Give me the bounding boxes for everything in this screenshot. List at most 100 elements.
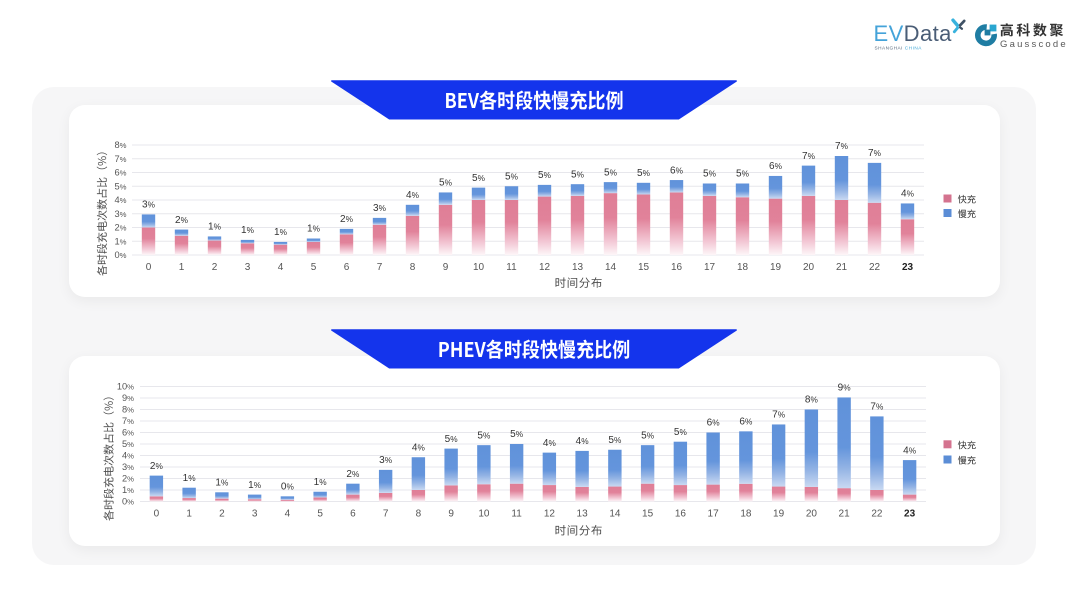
svg-text:7: 7 bbox=[377, 262, 383, 273]
svg-text:4%: 4% bbox=[406, 190, 420, 201]
svg-text:3%: 3% bbox=[122, 462, 134, 472]
svg-text:3: 3 bbox=[245, 262, 251, 273]
svg-text:0%: 0% bbox=[114, 250, 126, 260]
svg-text:5%: 5% bbox=[604, 167, 618, 178]
svg-text:0: 0 bbox=[154, 508, 160, 519]
svg-text:2%: 2% bbox=[150, 461, 164, 472]
svg-text:4%: 4% bbox=[122, 451, 134, 461]
svg-text:1%: 1% bbox=[215, 478, 229, 489]
svg-text:7%: 7% bbox=[772, 410, 786, 421]
svg-text:4%: 4% bbox=[576, 436, 590, 447]
svg-text:1%: 1% bbox=[114, 236, 126, 246]
svg-text:5%: 5% bbox=[637, 168, 651, 179]
svg-text:6%: 6% bbox=[670, 165, 684, 176]
svg-text:7%: 7% bbox=[868, 148, 882, 159]
svg-text:3: 3 bbox=[252, 508, 258, 519]
svg-text:12: 12 bbox=[544, 508, 556, 519]
svg-text:15: 15 bbox=[642, 508, 654, 519]
svg-text:12: 12 bbox=[539, 262, 551, 273]
svg-text:6%: 6% bbox=[707, 418, 721, 429]
svg-text:7: 7 bbox=[383, 508, 389, 519]
svg-text:3%: 3% bbox=[379, 455, 393, 466]
svg-text:23: 23 bbox=[904, 508, 916, 519]
svg-text:14: 14 bbox=[609, 508, 621, 519]
svg-text:3%: 3% bbox=[373, 203, 387, 214]
svg-text:4: 4 bbox=[278, 262, 284, 273]
svg-text:5%: 5% bbox=[505, 171, 519, 182]
svg-text:20: 20 bbox=[806, 508, 818, 519]
svg-text:5%: 5% bbox=[674, 427, 688, 438]
svg-text:5%: 5% bbox=[122, 439, 134, 449]
svg-text:1%: 1% bbox=[241, 225, 255, 236]
svg-text:1%: 1% bbox=[183, 473, 197, 484]
svg-text:7%: 7% bbox=[802, 151, 816, 162]
svg-text:11: 11 bbox=[506, 262, 517, 273]
svg-text:8%: 8% bbox=[114, 140, 126, 150]
svg-text:9%: 9% bbox=[838, 383, 852, 394]
svg-text:16: 16 bbox=[675, 508, 687, 519]
svg-text:0: 0 bbox=[146, 262, 152, 273]
svg-text:6%: 6% bbox=[122, 428, 134, 438]
svg-text:13: 13 bbox=[572, 262, 584, 273]
svg-text:7%: 7% bbox=[122, 416, 134, 426]
svg-text:6%: 6% bbox=[114, 168, 126, 178]
svg-text:4%: 4% bbox=[412, 442, 426, 453]
svg-text:0%: 0% bbox=[281, 482, 295, 493]
svg-text:5%: 5% bbox=[703, 169, 717, 180]
svg-text:4: 4 bbox=[285, 508, 291, 519]
svg-text:5%: 5% bbox=[571, 169, 585, 180]
svg-text:21: 21 bbox=[836, 262, 848, 273]
svg-text:5%: 5% bbox=[736, 169, 750, 180]
svg-text:9%: 9% bbox=[122, 393, 134, 403]
svg-text:2%: 2% bbox=[114, 223, 126, 233]
svg-text:15: 15 bbox=[638, 262, 650, 273]
svg-text:2%: 2% bbox=[175, 215, 189, 226]
svg-text:16: 16 bbox=[671, 262, 683, 273]
svg-text:1%: 1% bbox=[314, 477, 328, 488]
svg-text:5%: 5% bbox=[477, 430, 491, 441]
svg-text:1: 1 bbox=[179, 262, 185, 273]
svg-text:17: 17 bbox=[708, 508, 720, 519]
svg-text:8%: 8% bbox=[122, 405, 134, 415]
svg-text:0%: 0% bbox=[122, 497, 134, 507]
svg-text:4%: 4% bbox=[903, 445, 917, 456]
svg-text:20: 20 bbox=[803, 262, 815, 273]
svg-text:5%: 5% bbox=[445, 434, 459, 445]
svg-text:23: 23 bbox=[902, 262, 914, 273]
svg-text:4%: 4% bbox=[114, 195, 126, 205]
svg-text:2%: 2% bbox=[346, 469, 360, 480]
svg-text:4%: 4% bbox=[901, 189, 915, 200]
svg-text:6%: 6% bbox=[739, 417, 753, 428]
svg-text:3%: 3% bbox=[114, 209, 126, 219]
svg-text:Gausscode: Gausscode bbox=[1000, 39, 1068, 50]
svg-text:11: 11 bbox=[511, 508, 522, 519]
svg-text:22: 22 bbox=[869, 262, 881, 273]
svg-text:5%: 5% bbox=[114, 181, 126, 191]
svg-text:5: 5 bbox=[317, 508, 323, 519]
svg-text:19: 19 bbox=[770, 262, 782, 273]
svg-text:4%: 4% bbox=[543, 438, 557, 449]
svg-text:21: 21 bbox=[839, 508, 851, 519]
svg-text:7%: 7% bbox=[114, 154, 126, 164]
svg-text:6: 6 bbox=[344, 262, 350, 273]
svg-text:2: 2 bbox=[219, 508, 225, 519]
svg-text:2%: 2% bbox=[340, 214, 354, 225]
svg-text:9: 9 bbox=[448, 508, 454, 519]
svg-text:1%: 1% bbox=[122, 485, 134, 495]
svg-text:5%: 5% bbox=[641, 430, 655, 441]
svg-text:1%: 1% bbox=[307, 224, 321, 235]
svg-text:5%: 5% bbox=[439, 178, 453, 189]
svg-text:10%: 10% bbox=[117, 382, 134, 392]
svg-text:5: 5 bbox=[311, 262, 317, 273]
svg-text:22: 22 bbox=[871, 508, 883, 519]
svg-text:10: 10 bbox=[478, 508, 490, 519]
svg-text:8: 8 bbox=[410, 262, 416, 273]
svg-text:1%: 1% bbox=[208, 222, 222, 233]
svg-text:6: 6 bbox=[350, 508, 356, 519]
svg-text:9: 9 bbox=[443, 262, 449, 273]
svg-text:5%: 5% bbox=[538, 170, 552, 181]
svg-text:18: 18 bbox=[737, 262, 749, 273]
svg-text:1: 1 bbox=[186, 508, 192, 519]
svg-text:7%: 7% bbox=[835, 141, 849, 152]
svg-text:1%: 1% bbox=[248, 480, 262, 491]
